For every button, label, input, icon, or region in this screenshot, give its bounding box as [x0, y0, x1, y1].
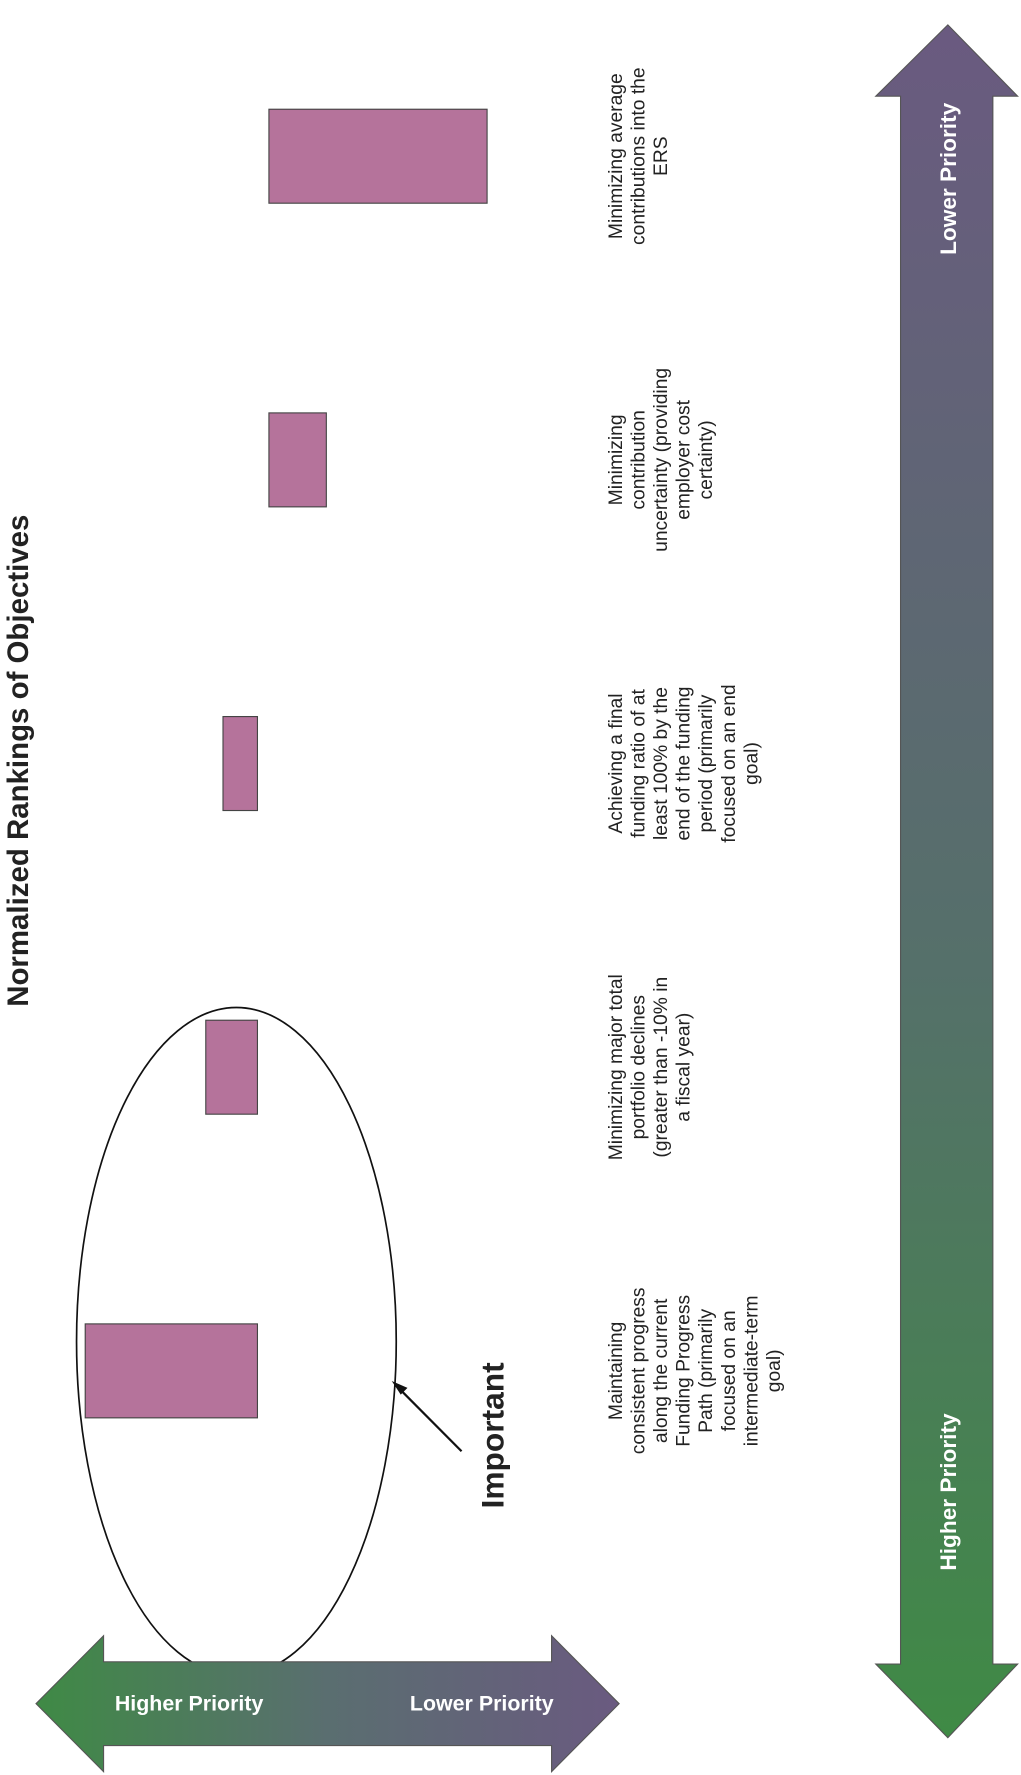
bar	[222, 715, 259, 812]
bar	[268, 108, 488, 204]
priority-label: Higher Priority	[936, 1413, 961, 1571]
annotation-arrow	[395, 1384, 463, 1453]
bar	[268, 412, 327, 508]
chart-title: Normalized Rankings of Objectives	[2, 515, 35, 1007]
bar	[205, 1019, 259, 1115]
priority-arrow-small	[35, 1634, 620, 1773]
category-label: Achieving a finalfunding ratio of atleas…	[606, 684, 762, 842]
category-label: Minimizing major totalportfolio declines…	[606, 974, 695, 1160]
category-label: Minimizing averagecontributions into the…	[606, 67, 672, 245]
annotation: Important	[475, 1362, 511, 1509]
bar	[84, 1323, 259, 1419]
category-label: Maintainingconsistent progressalong the …	[606, 1287, 785, 1454]
priority-label: Lower Priority	[410, 1691, 554, 1715]
priority-label: Higher Priority	[115, 1691, 264, 1715]
priority-arrow-large	[874, 24, 1019, 1739]
category-label: Minimizingcontributionuncertainty (provi…	[606, 368, 717, 552]
annotation-arrowhead	[391, 1381, 408, 1395]
priority-label: Lower Priority	[936, 102, 961, 255]
